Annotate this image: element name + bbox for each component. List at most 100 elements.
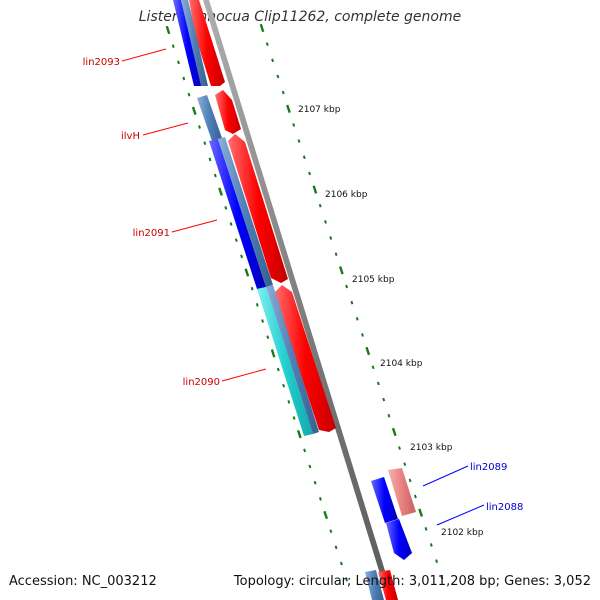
- scale-tick-inner-minor: [329, 529, 333, 534]
- scale-tick-inner-minor: [198, 125, 201, 129]
- gene-lin2088: [386, 519, 412, 560]
- scale-tick-outer-major: [391, 427, 397, 437]
- scale-tick-inner-minor: [276, 367, 280, 372]
- scale-tick-outer-minor: [424, 526, 428, 531]
- scale-tick-outer-minor: [292, 123, 296, 127]
- scale-tick-inner-minor: [213, 173, 217, 178]
- scale-ticks: [165, 23, 444, 582]
- gene-ilvH: [215, 90, 241, 134]
- scale-label-2107: 2107 kbp: [298, 105, 341, 115]
- scale-label-2103: 2103 kbp: [410, 443, 453, 453]
- gene-label-lin2091[interactable]: lin2091: [133, 228, 170, 239]
- scale-tick-outer-minor: [435, 559, 439, 564]
- scale-tick-inner-minor: [250, 286, 254, 291]
- leader-lin2091: [171, 219, 218, 233]
- scale-tick-outer-minor: [440, 575, 444, 580]
- leader-lin2093: [121, 48, 167, 62]
- gene-label-lin2089[interactable]: lin2089: [470, 462, 507, 473]
- scale-tick-inner-minor: [318, 496, 322, 501]
- scale-tick-outer-minor: [345, 284, 349, 289]
- scale-tick-outer-minor: [429, 543, 433, 547]
- feature-lin2090-steel: [266, 285, 319, 434]
- scale-tick-inner-major: [165, 25, 171, 35]
- scale-tick-inner-minor: [266, 335, 270, 340]
- scale-tick-inner-minor: [334, 545, 338, 550]
- scale-label-2104: 2104 kbp: [380, 359, 423, 369]
- scale-tick-outer-minor: [398, 446, 401, 450]
- gene-tail-reverse: [365, 570, 384, 600]
- scale-tick-inner-minor: [182, 76, 186, 81]
- gene-label-lin2093[interactable]: lin2093: [83, 57, 120, 68]
- scale-tick-outer-minor: [382, 397, 386, 402]
- scale-tick-inner-minor: [234, 238, 238, 243]
- scale-label-2105: 2105 kbp: [352, 275, 395, 285]
- scale-tick-inner-major: [218, 187, 223, 196]
- gene-label-lin2090[interactable]: lin2090: [183, 377, 220, 388]
- scale-tick-outer-minor: [276, 74, 280, 79]
- feature-lin2091-blue: [209, 139, 266, 289]
- scale-tick-inner-minor: [308, 464, 312, 469]
- scale-tick-outer-minor: [334, 252, 338, 257]
- scale-tick-inner-minor: [171, 44, 175, 48]
- gene-lin2091: [228, 134, 288, 283]
- scale-tick-inner-major: [323, 510, 329, 520]
- scale-tick-outer-minor: [355, 316, 359, 321]
- gene-lin2090: [274, 285, 336, 432]
- scale-tick-inner-minor: [203, 141, 207, 146]
- feature-lin2091-steel: [218, 137, 273, 287]
- scale-label-2102: 2102 kbp: [441, 528, 484, 538]
- scale-tick-inner-minor: [292, 416, 296, 420]
- map-title: Listeria innocua Clip11262, complete gen…: [138, 9, 462, 25]
- genome-summary-text: Topology: circular; Length: 3,011,208 bp…: [233, 574, 591, 589]
- scale-tick-outer-major: [338, 266, 344, 275]
- leader-ilvH: [142, 122, 189, 136]
- scale-tick-inner-minor: [177, 60, 180, 65]
- scale-tick-outer-major: [365, 346, 371, 356]
- scale-tick-inner-minor: [303, 448, 307, 453]
- scale-tick-outer-minor: [408, 478, 412, 483]
- scale-tick-outer-minor: [308, 171, 312, 176]
- scale-tick-outer-minor: [324, 220, 327, 224]
- gene-label-lin2088[interactable]: lin2088: [486, 502, 523, 513]
- scale-tick-inner-minor: [261, 319, 265, 323]
- scale-tick-outer-minor: [350, 300, 354, 305]
- scale-tick-inner-minor: [313, 480, 317, 485]
- scale-tick-outer-major: [286, 104, 291, 113]
- gene-lin2093-reverse: [173, 0, 202, 86]
- scale-tick-outer-minor: [318, 203, 322, 208]
- feature-steel-top: [181, 0, 208, 86]
- gene-lin2089: [371, 477, 398, 523]
- scale-tick-inner-minor: [229, 222, 233, 226]
- scale-tick-outer-minor: [281, 90, 285, 95]
- gene-label-ilvH[interactable]: ilvH: [121, 131, 140, 142]
- feature-lin2090-cyan: [257, 287, 313, 436]
- scale-tick-inner-major: [244, 268, 250, 277]
- scale-tick-outer-minor: [371, 365, 375, 370]
- scale-tick-inner-minor: [345, 577, 349, 582]
- feature-ilvH-steel: [197, 95, 222, 141]
- scale-tick-outer-major: [418, 508, 424, 517]
- scale-label-2106: 2106 kbp: [325, 190, 368, 200]
- genome-backbone: [203, 0, 394, 600]
- scale-tick-inner-major: [191, 106, 197, 115]
- scale-tick-inner-minor: [287, 400, 291, 404]
- scale-tick-inner-minor: [240, 254, 244, 259]
- scale-tick-outer-minor: [361, 333, 364, 337]
- scale-tick-inner-minor: [339, 561, 343, 566]
- gene-tail-forward: [378, 570, 398, 600]
- feature-lin2089-pink: [388, 468, 416, 516]
- gene-lin2093: [189, 0, 225, 86]
- scale-tick-inner-minor: [224, 205, 228, 210]
- leader-lin2089: [422, 465, 469, 487]
- scale-tick-outer-minor: [302, 155, 306, 160]
- scale-tick-outer-minor: [271, 58, 275, 63]
- scale-tick-inner-minor: [255, 302, 259, 307]
- scale-tick-inner-major: [270, 349, 276, 358]
- scale-tick-outer-minor: [297, 139, 301, 143]
- scale-tick-outer-minor: [329, 236, 333, 240]
- scale-tick-inner-minor: [187, 92, 191, 97]
- scale-tick-outer-minor: [403, 462, 407, 467]
- scale-tick-inner-minor: [282, 383, 286, 388]
- leader-lin2088: [436, 504, 485, 526]
